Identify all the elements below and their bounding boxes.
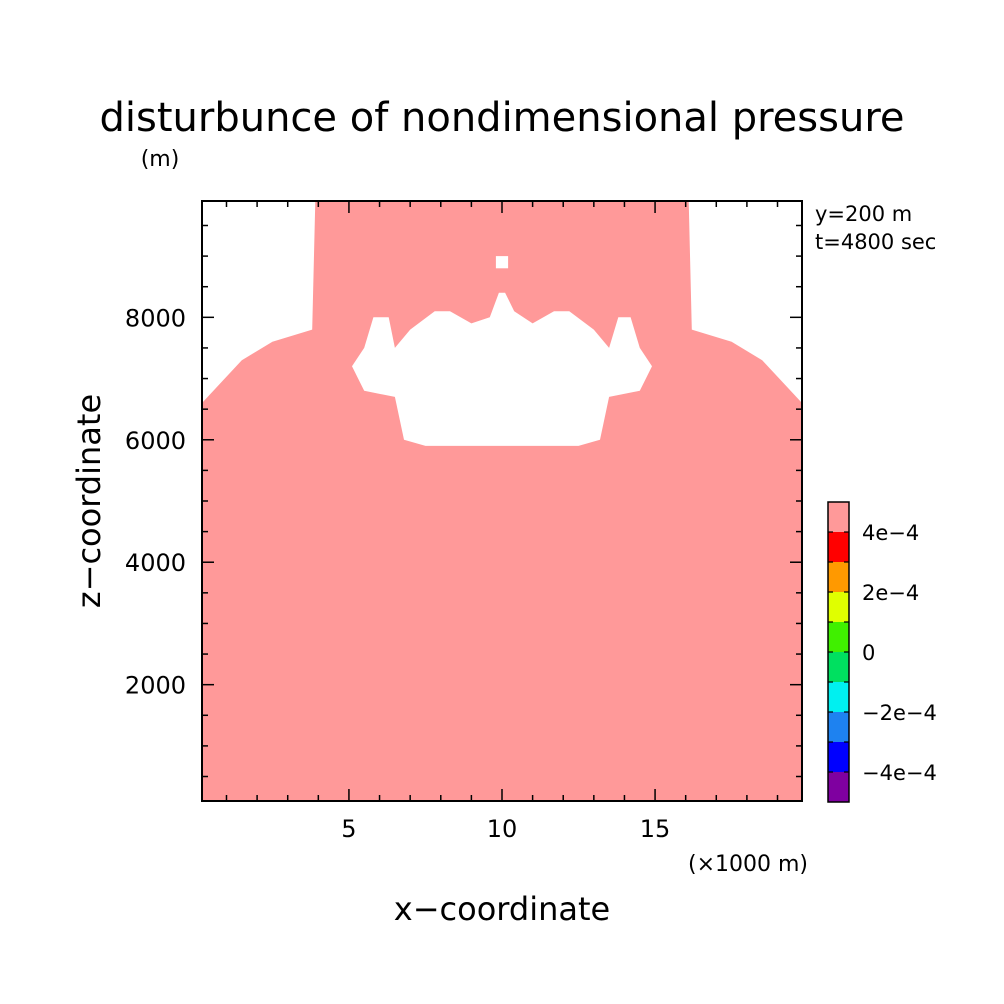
colorbar-tick-label: −2e−4 [862, 701, 937, 725]
colorbar-swatch-1 [828, 742, 849, 772]
x-unit-label: (×1000 m) [688, 852, 808, 877]
x-tick-label: 5 [341, 815, 356, 843]
contour-region-4 [202, 201, 802, 801]
colorbar-swatch-4 [828, 652, 849, 682]
y-axis-label: z−coordinate [70, 394, 108, 608]
colorbar-swatch-7 [828, 562, 849, 592]
y-tick-label: 6000 [125, 427, 186, 455]
y-tick-label: 4000 [125, 549, 186, 577]
x-tick-label: 10 [487, 815, 518, 843]
y-tick-label: 2000 [125, 672, 186, 700]
annotation-t: t=4800 sec [815, 230, 936, 254]
colorbar-swatch-9 [828, 502, 849, 532]
colorbar-tick-label: 4e−4 [862, 521, 919, 545]
colorbar-swatch-5 [828, 622, 849, 652]
colorbar-swatch-0 [828, 772, 849, 802]
colorbar-swatch-2 [828, 712, 849, 742]
contour-regions [202, 201, 802, 801]
colorbar-tick-label: −4e−4 [862, 761, 937, 785]
x-tick-label: 15 [640, 815, 671, 843]
y-tick-label: 8000 [125, 304, 186, 332]
colorbar-tick-labels: 4e−4 2e−4 0 −2e−4 −4e−4 [862, 521, 937, 785]
contour-region-5 [352, 292, 652, 446]
colorbar-tick-label: 2e−4 [862, 581, 919, 605]
y-tick-labels: 2000 4000 6000 8000 [125, 304, 186, 699]
colorbar-swatch-8 [828, 532, 849, 562]
x-tick-labels: 5 10 15 [341, 815, 670, 843]
x-axis-label: x−coordinate [394, 890, 610, 928]
colorbar-ticks [828, 531, 849, 773]
colorbar-tick-label: 0 [862, 641, 875, 665]
colorbar-swatch-3 [828, 682, 849, 712]
axis-ticks [202, 201, 802, 801]
y-unit-label: (m) [141, 147, 180, 172]
colorbar-swatch-6 [828, 592, 849, 622]
colorbar [827, 501, 850, 803]
annotation-y: y=200 m [815, 202, 912, 226]
chart-title: disturbunce of nondimensional pressure [100, 95, 905, 141]
contour-region-6 [495, 256, 509, 269]
